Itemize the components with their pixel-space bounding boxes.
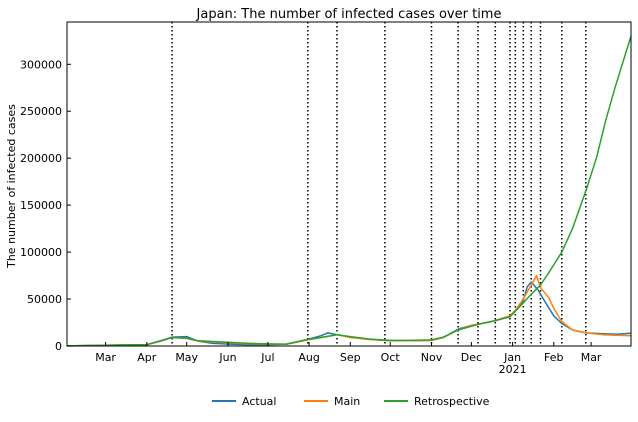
- x-tick-label: Mar: [581, 351, 602, 364]
- y-tick-label: 0: [55, 340, 62, 353]
- x-tick-label: May: [175, 351, 198, 364]
- legend-label: Actual: [242, 395, 276, 408]
- series-lines: [66, 35, 632, 347]
- chart-title: Japan: The number of infected cases over…: [196, 7, 502, 22]
- y-tick-label: 200000: [20, 152, 62, 165]
- legend: Actual Main Retrospective: [212, 395, 490, 408]
- series-line-retrospective: [66, 35, 632, 347]
- x-tick-label: Apr: [137, 351, 157, 364]
- y-tick-label: 50000: [27, 293, 62, 306]
- x-tick-label: Jun: [218, 351, 236, 364]
- x-tick-sublabel: 2021: [499, 363, 527, 376]
- legend-label: Main: [334, 395, 360, 408]
- plot-frame: [66, 21, 632, 347]
- x-tick-label: Jan: [503, 351, 521, 364]
- legend-label: Retrospective: [414, 395, 490, 408]
- x-tick-label: Mar: [95, 351, 116, 364]
- x-tick-label: Feb: [544, 351, 563, 364]
- x-tick-label: Aug: [298, 351, 319, 364]
- y-tick-label: 100000: [20, 246, 62, 259]
- series-line-main: [66, 274, 632, 347]
- y-tick-label: 150000: [20, 199, 62, 212]
- y-tick-label: 300000: [20, 58, 62, 71]
- x-tick-label: Sep: [340, 351, 361, 364]
- y-tick-label: 250000: [20, 105, 62, 118]
- x-tick-label: Jul: [260, 351, 274, 364]
- x-tick-label: Nov: [421, 351, 443, 364]
- x-tick-label: Dec: [461, 351, 482, 364]
- x-tick-label: Oct: [381, 351, 401, 364]
- y-axis-label: The number of infected cases: [5, 104, 18, 269]
- y-axis: 0 50000 100000 150000 200000 250000 300000: [20, 58, 71, 353]
